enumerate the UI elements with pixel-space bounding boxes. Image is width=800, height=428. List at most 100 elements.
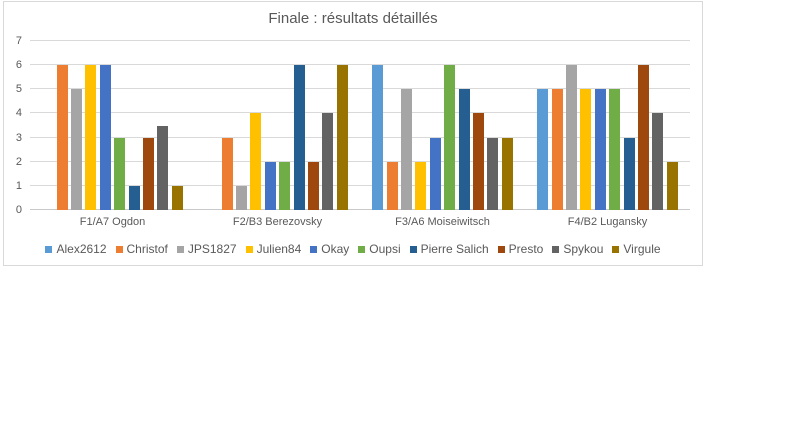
legend-swatch-jps1827 xyxy=(176,245,184,253)
gridline-3 xyxy=(30,136,690,138)
y-tick-label-7: 7 xyxy=(15,35,22,47)
y-tick-label-6: 6 xyxy=(15,59,22,72)
bar-group-4 xyxy=(525,41,690,210)
gridline-7 xyxy=(30,40,690,41)
results-chart[interactable]: Finale : résultats détaillés 0 1 2 3 4 5 6 7 F1… xyxy=(3,1,703,266)
bar-group-3 xyxy=(360,41,525,210)
bar-spykou xyxy=(322,113,334,210)
legend-swatch-alex2612 xyxy=(45,245,53,253)
bar-virgule xyxy=(501,137,513,210)
bar-christof xyxy=(56,65,68,210)
category-label-1: F1/A7 Ogdon xyxy=(79,216,146,228)
bar-groups xyxy=(30,41,690,210)
bar-presto xyxy=(637,65,649,210)
bar-jps1827 xyxy=(236,185,248,210)
bar-pierre-salich xyxy=(128,185,140,210)
bar-alex2612 xyxy=(372,65,384,210)
legend-item-christof: Christof xyxy=(115,242,168,256)
legend-swatch-presto xyxy=(497,245,505,253)
plot-area xyxy=(30,40,690,210)
bar-okay xyxy=(429,137,441,210)
bar-christof xyxy=(386,161,398,210)
category-label-4: F4/B2 Lugansky xyxy=(567,216,648,228)
category-label-2: F2/B3 Berezovsky xyxy=(232,216,323,228)
legend-label-pierre-salich: Pierre Salich xyxy=(420,242,489,256)
bar-presto xyxy=(472,113,484,210)
bar-presto xyxy=(307,161,319,210)
gridline-2 xyxy=(30,160,690,162)
legend-item-spykou: Spykou xyxy=(552,242,603,256)
bar-julien84 xyxy=(580,89,592,210)
bar-okay xyxy=(99,65,111,210)
gridline-6 xyxy=(30,64,690,66)
bar-spykou xyxy=(157,125,169,210)
bar-pierre-salich xyxy=(293,65,305,210)
legend-label-alex2612: Alex2612 xyxy=(56,242,107,256)
y-tick-label-0: 0 xyxy=(15,204,22,216)
bar-christof xyxy=(551,89,563,210)
bar-oupsi xyxy=(444,65,456,210)
legend-item-virgule: Virgule xyxy=(612,242,661,256)
bar-virgule xyxy=(336,65,348,210)
legend-item-oupsi: Oupsi xyxy=(358,242,401,256)
chart-title: Finale : résultats détaillés xyxy=(268,10,438,27)
bar-jps1827 xyxy=(401,89,413,210)
category-label-3: F3/A6 Moiseiwitsch xyxy=(395,216,490,228)
bar-virgule xyxy=(171,185,183,210)
bar-okay xyxy=(594,89,606,210)
bar-jps1827 xyxy=(566,65,578,210)
legend-item-jps1827: JPS1827 xyxy=(176,242,237,256)
legend-item-presto: Presto xyxy=(497,242,544,256)
legend-swatch-pierre-salich xyxy=(409,245,417,253)
y-tick-label-2: 2 xyxy=(15,155,22,168)
gridline-5 xyxy=(30,88,690,90)
y-tick-label-4: 4 xyxy=(15,107,22,120)
y-tick-label-3: 3 xyxy=(15,131,22,144)
bar-spykou xyxy=(487,137,499,210)
gridline-1 xyxy=(30,184,690,186)
gridline-4 xyxy=(30,112,690,114)
bar-okay xyxy=(264,161,276,210)
legend-swatch-christof xyxy=(115,245,123,253)
legend-item-julien84: Julien84 xyxy=(245,242,302,256)
bar-group-2 xyxy=(195,41,360,210)
legend-swatch-spykou xyxy=(552,245,560,253)
bar-group-1 xyxy=(30,41,195,210)
legend-swatch-oupsi xyxy=(358,245,366,253)
bar-alex2612 xyxy=(537,89,549,210)
y-tick-label-5: 5 xyxy=(15,83,22,96)
legend-swatch-okay xyxy=(310,245,318,253)
bar-presto xyxy=(142,137,154,210)
legend-label-julien84: Julien84 xyxy=(256,242,302,256)
bar-pierre-salich xyxy=(458,89,470,210)
legend-label-jps1827: JPS1827 xyxy=(187,242,237,256)
bar-julien84 xyxy=(415,161,427,210)
legend-label-oupsi: Oupsi xyxy=(369,242,401,256)
bar-oupsi xyxy=(279,161,291,210)
legend-item-pierre-salich: Pierre Salich xyxy=(409,242,489,256)
legend-label-okay: Okay xyxy=(321,242,350,256)
bar-jps1827 xyxy=(71,89,83,210)
legend-label-presto: Presto xyxy=(508,242,544,256)
legend-label-virgule: Virgule xyxy=(623,242,661,256)
bar-oupsi xyxy=(114,137,126,210)
legend: Alex2612 Christof JPS1827 Julien84 Okay Oupsi… xyxy=(4,242,702,256)
bar-oupsi xyxy=(609,89,621,210)
bar-virgule xyxy=(666,161,678,210)
bar-spykou xyxy=(652,113,664,210)
legend-item-alex2612: Alex2612 xyxy=(45,242,107,256)
y-tick-label-1: 1 xyxy=(15,179,22,192)
legend-swatch-julien84 xyxy=(245,245,253,253)
legend-swatch-virgule xyxy=(612,245,620,253)
bar-julien84 xyxy=(85,65,97,210)
bar-pierre-salich xyxy=(623,137,635,210)
legend-item-okay: Okay xyxy=(310,242,349,256)
legend-label-christof: Christof xyxy=(126,242,168,256)
gridlines xyxy=(30,40,690,210)
y-axis-ticks: 0 1 2 3 4 5 6 7 xyxy=(8,35,22,216)
bar-christof xyxy=(221,137,233,210)
x-axis-labels: F1/A7 Ogdon F2/B3 Berezovsky F3/A6 Moiseiw… xyxy=(30,215,690,229)
bar-julien84 xyxy=(250,113,262,210)
legend-label-spykou: Spykou xyxy=(563,242,604,256)
